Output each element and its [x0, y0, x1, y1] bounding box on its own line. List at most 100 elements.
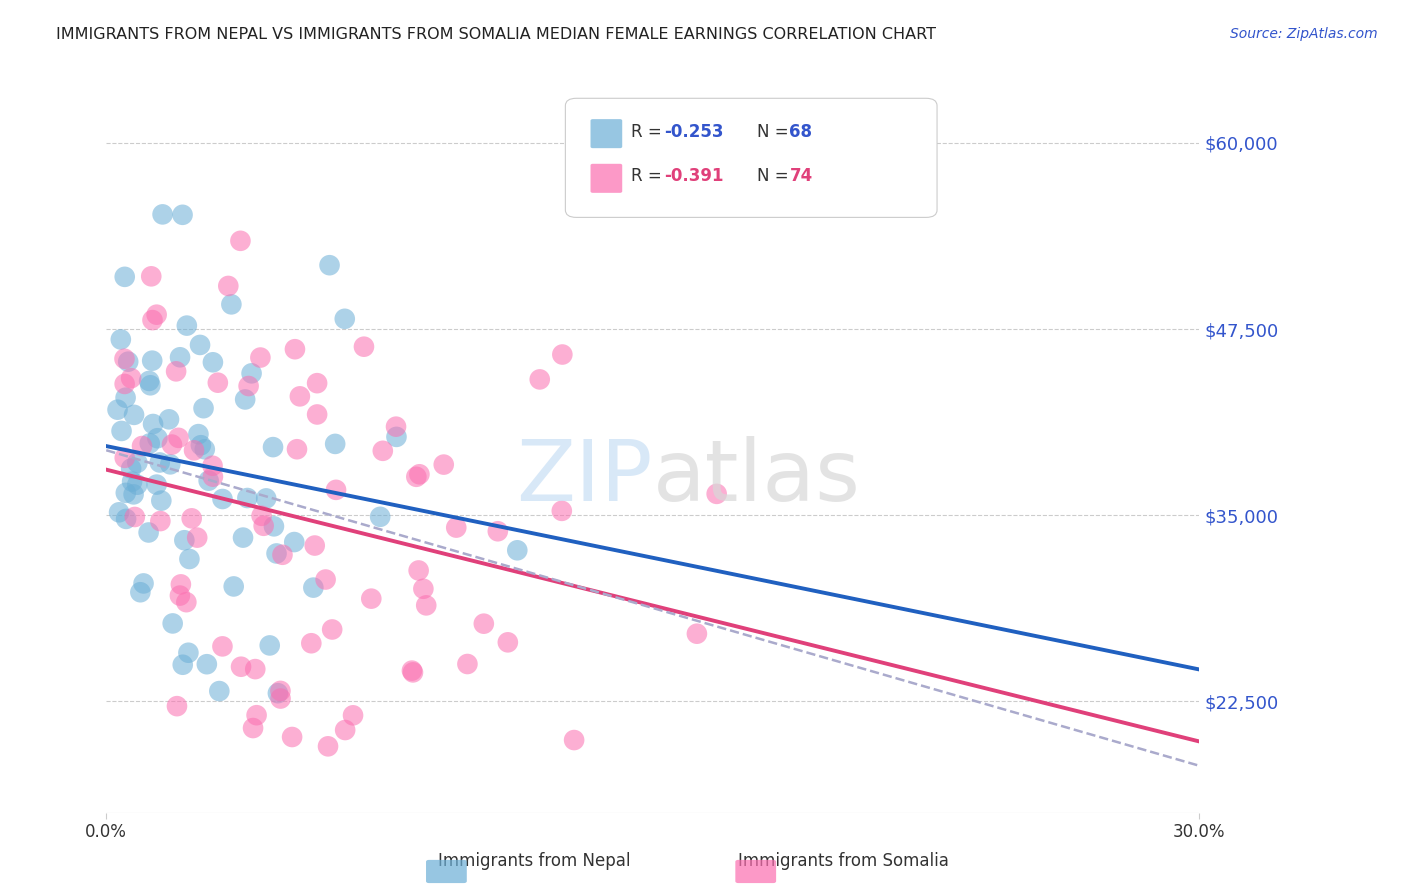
Somalia — [307, 376, 329, 391]
Somalia — [238, 379, 260, 393]
Nepal — [188, 338, 211, 352]
Somalia — [333, 723, 356, 737]
Somalia — [245, 708, 267, 723]
Somalia — [325, 483, 347, 497]
Somalia — [124, 510, 146, 524]
Somalia — [551, 504, 574, 518]
Somalia — [201, 458, 224, 473]
Text: Immigrants from Somalia: Immigrants from Somalia — [738, 852, 949, 870]
Somalia — [342, 708, 364, 723]
Nepal — [172, 208, 194, 222]
Nepal — [254, 491, 277, 506]
Somalia — [186, 531, 208, 545]
Nepal — [211, 491, 233, 506]
Somalia — [131, 439, 153, 453]
Nepal — [127, 477, 149, 491]
Nepal — [194, 442, 217, 457]
Somalia — [170, 577, 193, 591]
Somalia — [165, 364, 187, 378]
Somalia — [281, 730, 304, 744]
Nepal — [122, 487, 145, 501]
Nepal — [302, 581, 325, 595]
Nepal — [195, 657, 218, 672]
Somalia — [412, 582, 434, 596]
Somalia — [405, 470, 427, 484]
Nepal — [138, 374, 160, 388]
Somalia — [253, 518, 276, 533]
Text: atlas: atlas — [652, 436, 860, 519]
Somalia — [245, 662, 267, 676]
Somalia — [285, 442, 308, 457]
Somalia — [562, 733, 585, 747]
Nepal — [138, 525, 160, 540]
Somalia — [496, 635, 519, 649]
Nepal — [149, 455, 172, 469]
Somalia — [316, 739, 339, 754]
Nepal — [115, 512, 138, 526]
Nepal — [114, 486, 136, 500]
Somalia — [288, 389, 311, 403]
Somalia — [250, 508, 273, 523]
Somalia — [360, 591, 382, 606]
Text: Source: ZipAtlas.com: Source: ZipAtlas.com — [1230, 27, 1378, 41]
Nepal — [240, 367, 263, 381]
Somalia — [141, 269, 163, 284]
Nepal — [368, 509, 391, 524]
Somalia — [201, 469, 224, 483]
Nepal — [179, 552, 201, 566]
Somalia — [207, 376, 229, 390]
Nepal — [283, 535, 305, 549]
Nepal — [506, 543, 529, 558]
Somalia — [706, 487, 728, 501]
Nepal — [190, 438, 212, 452]
Nepal — [117, 354, 139, 368]
Somalia — [176, 595, 198, 609]
Nepal — [236, 491, 259, 505]
Somalia — [408, 564, 430, 578]
Text: -0.391: -0.391 — [664, 168, 723, 186]
Nepal — [157, 412, 180, 426]
Somalia — [149, 514, 172, 528]
Somalia — [551, 347, 574, 361]
Nepal — [150, 493, 173, 508]
Somalia — [120, 371, 142, 385]
Nepal — [139, 378, 162, 392]
Text: Immigrants from Nepal: Immigrants from Nepal — [439, 852, 630, 870]
Text: R =: R = — [631, 168, 666, 186]
Somalia — [415, 599, 437, 613]
Nepal — [259, 639, 281, 653]
Somalia — [229, 659, 252, 673]
Somalia — [242, 721, 264, 735]
Somalia — [472, 616, 495, 631]
Nepal — [232, 531, 254, 545]
Nepal — [127, 456, 149, 470]
Text: R =: R = — [631, 123, 666, 141]
Somalia — [371, 443, 394, 458]
Nepal — [267, 686, 290, 700]
Nepal — [110, 424, 132, 438]
Nepal — [162, 616, 184, 631]
Somalia — [166, 699, 188, 714]
Somalia — [456, 657, 478, 671]
Somalia — [183, 443, 205, 458]
Nepal — [197, 474, 219, 488]
Somalia — [353, 340, 375, 354]
Nepal — [107, 402, 129, 417]
Text: 68: 68 — [790, 123, 813, 141]
Nepal — [323, 437, 346, 451]
Nepal — [176, 318, 198, 333]
Somalia — [249, 351, 271, 365]
Nepal — [139, 436, 162, 450]
Nepal — [120, 461, 142, 475]
Nepal — [108, 505, 131, 519]
Somalia — [401, 664, 423, 678]
Nepal — [145, 477, 167, 491]
Somalia — [433, 458, 456, 472]
Nepal — [177, 646, 200, 660]
Text: ZIP: ZIP — [516, 436, 652, 519]
Somalia — [529, 372, 551, 386]
Somalia — [686, 626, 709, 640]
FancyBboxPatch shape — [591, 164, 623, 193]
Nepal — [233, 392, 256, 407]
Nepal — [173, 533, 195, 548]
